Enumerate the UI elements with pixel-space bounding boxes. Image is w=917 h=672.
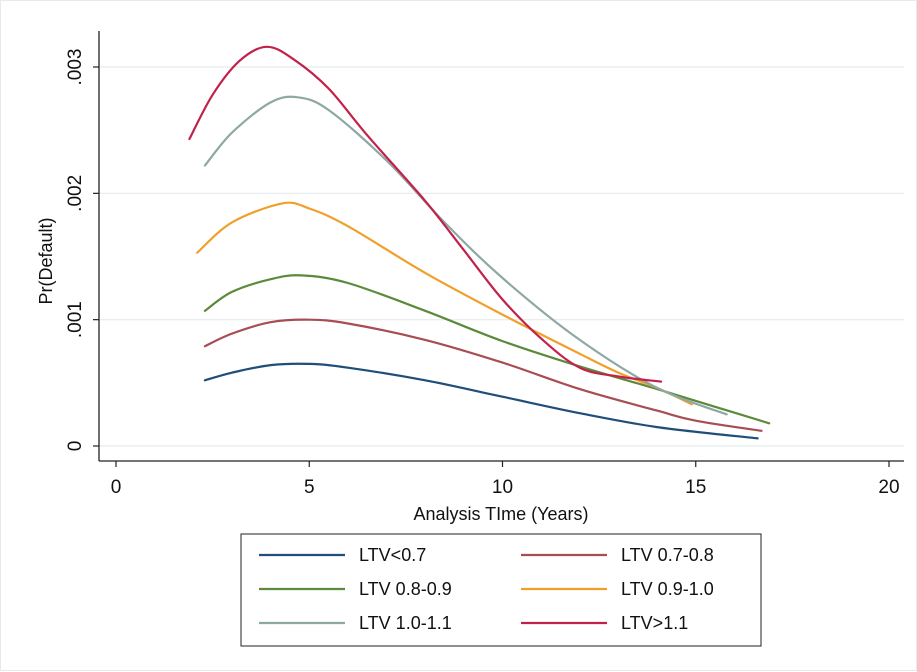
series-line-ltv-1-0-1-1: [203, 95, 728, 416]
x-tick-label: 20: [878, 477, 899, 498]
y-tick-label: 0: [65, 441, 86, 452]
series-lines: [188, 45, 771, 440]
y-tick-label: .001: [65, 301, 86, 338]
x-tick-label: 10: [492, 477, 513, 498]
gridlines: [99, 66, 904, 447]
legend-label: LTV 0.8-0.9: [359, 579, 452, 599]
y-axis-title: Pr(Default): [36, 217, 56, 304]
legend-label: LTV 0.9-1.0: [621, 579, 714, 599]
legend-label: LTV 0.7-0.8: [621, 545, 714, 565]
axes: [98, 31, 904, 462]
x-axis-title: Analysis TIme (Years): [413, 504, 588, 524]
legend-label: LTV<0.7: [359, 545, 426, 565]
legend-label: LTV>1.1: [621, 613, 688, 633]
series-line-ltv-0-7-0-8: [203, 318, 763, 432]
legend-label: LTV 1.0-1.1: [359, 613, 452, 633]
legend: LTV<0.7 LTV 0.7-0.8 LTV 0.8-0.9 LTV 0.9-1.0…: [240, 533, 762, 647]
x-tick-label: 15: [685, 477, 706, 498]
series-line-ltv-0-9-1-0: [196, 201, 693, 406]
series-line-ltv-0-7: [203, 362, 759, 440]
x-tick-label: 0: [111, 477, 122, 498]
y-tick-label: .003: [65, 49, 86, 86]
tick-marks: 0 .001 .002 .003 0 5 10 15 20: [65, 49, 900, 498]
y-tick-label: .002: [65, 175, 86, 212]
series-line-ltv-1-1: [188, 45, 663, 383]
x-tick-label: 5: [304, 477, 315, 498]
